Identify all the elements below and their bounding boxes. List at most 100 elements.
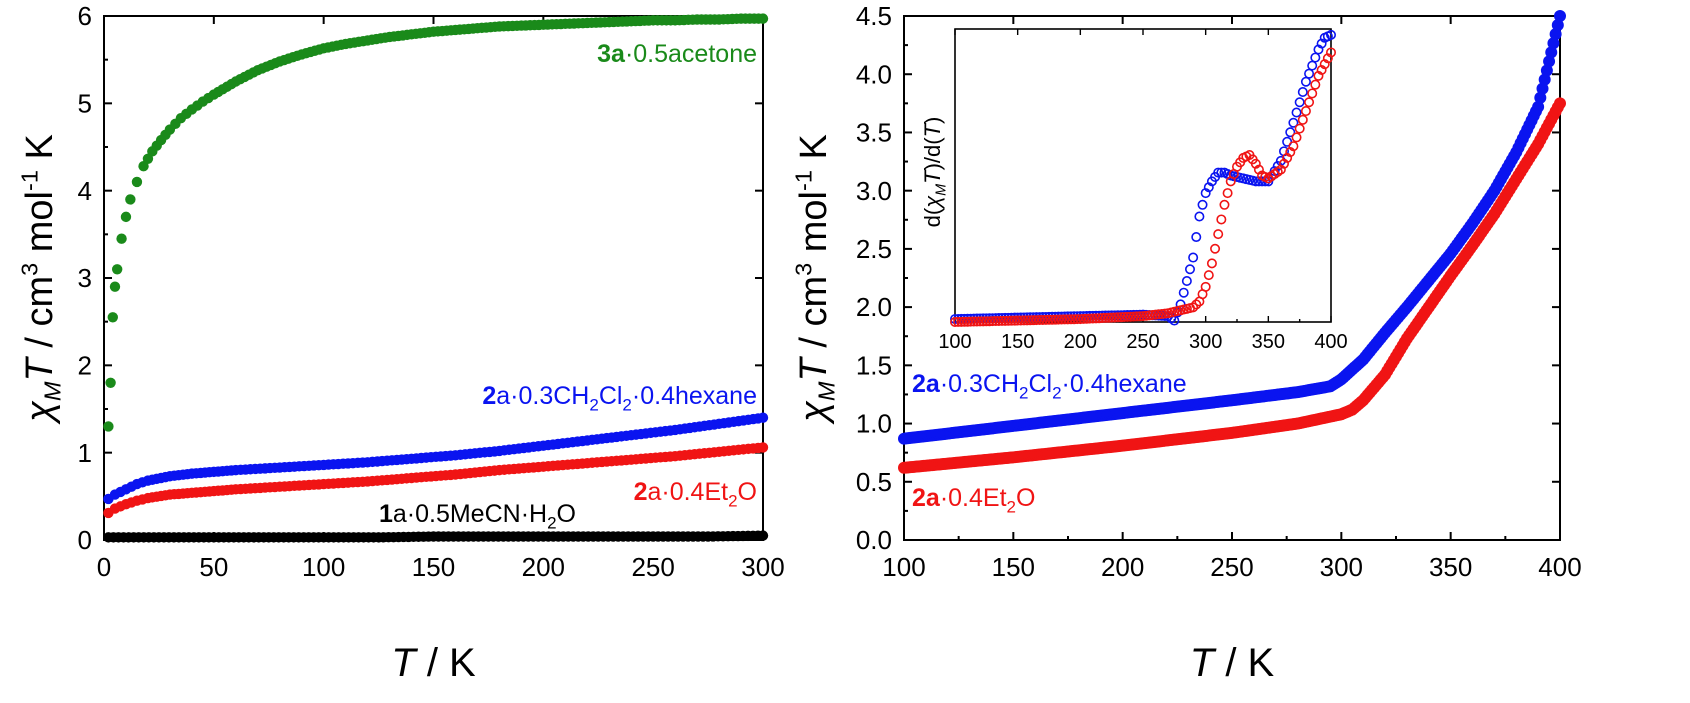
data-point-2a-et2o [956,316,967,327]
x-tick-label: 250 [1210,552,1253,582]
label-text: ·0.3CH [940,370,1019,398]
data-point-2a-et2o [1022,315,1033,326]
data-point-2a-et2o [1012,315,1023,326]
data-point-2a-ch2cl2 [1291,107,1302,118]
ylabel-text: K [19,134,61,170]
data-point-2a-et2o [962,316,973,327]
x-axis-var: T [1190,641,1217,685]
series-label-1a: 1a·0.5MeCN·H2O [379,500,576,532]
data-point-2a-ch2cl2 [1532,100,1545,113]
x-tick-label: 200 [1064,331,1097,353]
data-point-2a-et2o [959,316,970,327]
data-point-2a-et2o [1300,106,1311,117]
data-point-2a-et2o [987,316,998,327]
y-tick-label: 3.0 [856,176,892,206]
data-point-2a-et2o [1326,47,1337,58]
data-point-2a-et2o [1310,79,1321,90]
data-point-2a-et2o [1191,299,1202,310]
data-point-2a-ch2cl2 [1216,167,1227,178]
inset-y-axis-label: d(χMT)/d(T) [920,117,950,228]
ylabel-text: / cm [19,276,61,358]
y-tick-label: 0 [78,525,92,555]
y-tick-label: 0.5 [856,467,892,497]
ylabel-sup: 3 [791,263,817,276]
data-point-2a-et2o [1210,243,1221,254]
data-point-2a-et2o [1119,312,1130,323]
label-sub: 2 [1007,497,1016,516]
label-text: ·0.5acetone [625,40,757,68]
ylabel-var: T [793,355,835,381]
label-text: O [557,500,576,528]
label-sub: 2 [728,491,737,510]
y-tick-label: 2 [78,350,92,380]
data-point-3a [111,264,123,275]
data-point-3a [125,194,136,205]
label-bold: 1 [379,500,393,528]
data-point-2a-et2o [1000,315,1011,326]
x-tick-label: 300 [1189,331,1222,353]
data-point-2a-et2o [1069,314,1080,325]
x-tick-label: 0 [97,552,111,582]
data-point-2a-ch2cl2 [1188,252,1199,263]
ylabel-sup: 3 [17,263,43,276]
data-point-2a-ch2cl2 [1185,264,1196,275]
ylabel-text: ) [920,117,945,124]
data-point-2a-et2o [1087,313,1098,324]
y-tick-label: 6 [78,1,92,31]
y-axis-label: χMT / cm3 mol-1 K [17,134,66,425]
x-tick-label: 150 [1001,331,1034,353]
data-point-2a-et2o [1307,88,1318,99]
data-point-2a-et2o [1206,258,1217,269]
label-sub: 2 [1052,383,1061,402]
y-tick-label: 2.5 [856,234,892,264]
data-point-2a-et2o [1065,314,1076,325]
series-label-3a: 3a·0.5acetone [597,40,757,68]
data-point-2a-et2o [1116,312,1127,323]
data-point-2a-et2o [1053,314,1064,325]
data-point-2a-ch2cl2 [1288,117,1299,128]
data-point-2a-et2o [1216,214,1227,225]
data-point-2a-ch2cl2 [1547,37,1560,50]
data-point-2a-et2o [1219,199,1230,210]
ylabel-text: / cm [793,276,835,358]
label-bold: 3a [597,40,626,68]
data-point-2a-et2o [1015,315,1026,326]
data-point-3a [116,233,127,244]
data-point-2a-et2o [1025,315,1036,326]
data-point-3a [120,211,132,223]
data-point-2a-ch2cl2 [1181,275,1192,286]
data-point-2a-et2o [1134,311,1145,322]
y-tick-label: 2.0 [856,292,892,322]
data-point-2a-et2o [1081,313,1092,324]
y-tick-label: 0.0 [856,525,892,555]
ylabel-text: mol [19,191,61,263]
label-text: a·0.4Et [647,478,728,506]
series-2a-et2o [103,442,769,519]
label-text: ·0.4hexane [632,382,757,410]
data-point-2a-et2o [1040,314,1051,325]
ylabel-text: mol [793,191,835,263]
ylabel-text: )/d( [920,137,945,171]
data-point-2a-ch2cl2 [1297,86,1308,97]
label-text: Cl [1028,370,1052,398]
ylabel-text: d( [920,207,945,227]
data-point-2a-et2o [1084,313,1095,324]
y-tick-label: 3.5 [856,118,892,148]
label-text: O [1016,484,1035,512]
x-tick-label: 150 [412,552,455,582]
y-tick-label: 3 [78,263,92,293]
data-point-2a-et2o [953,316,964,327]
x-tick-label: 350 [1429,552,1472,582]
data-point-2a-ch2cl2 [1250,176,1261,187]
data-point-2a-et2o [1091,313,1102,324]
label-text: a·0.3CH [496,382,589,410]
ylabel-sup: -1 [791,170,817,191]
label-bold: 2 [482,382,496,410]
data-point-2a-et2o [1031,315,1042,326]
x-tick-label: 200 [522,552,565,582]
data-point-3a [105,377,116,388]
label-bold: 2 [634,478,648,506]
data-point-2a-ch2cl2 [1551,19,1564,32]
x-tick-label: 350 [1252,331,1285,353]
